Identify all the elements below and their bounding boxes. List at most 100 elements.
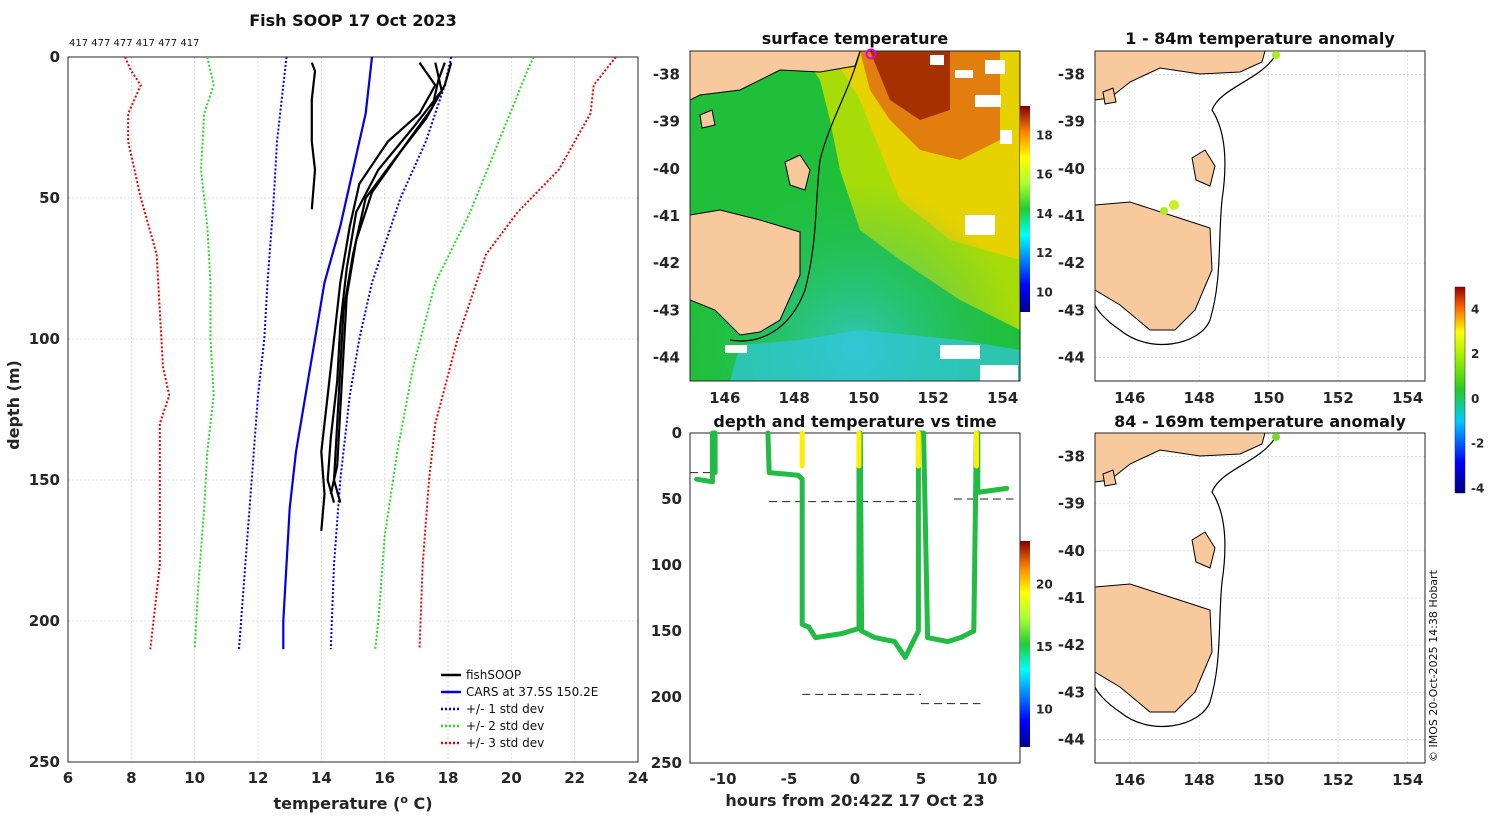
anom1-land-mainland	[1095, 51, 1266, 101]
dt-ytick: 200	[651, 688, 682, 706]
anom1-ytick: -40	[1058, 160, 1085, 178]
dt-xtick: 0	[850, 770, 860, 788]
anom1-ytick: -41	[1058, 207, 1085, 225]
profile-xtick: 20	[501, 769, 522, 787]
sst-xtick: 154	[987, 389, 1018, 407]
anom1-land-flinders	[1191, 149, 1216, 187]
sst-position-marker	[865, 48, 877, 60]
profile-xlabel-tail: C)	[408, 794, 433, 813]
anom2-title: 84 - 169m temperature anomaly	[1114, 412, 1406, 431]
profile-line-fishsoop-cast-2	[326, 62, 443, 503]
anom2-ytick: -40	[1058, 542, 1085, 560]
sst-land-flinders	[784, 154, 811, 191]
profile-y-ticks: 0 50 100 150 200 250	[29, 48, 60, 771]
anom1-title: 1 - 84m temperature anomaly	[1125, 29, 1395, 48]
sst-cb-tick: 16	[1036, 168, 1053, 182]
anom2-land-king-island	[1102, 469, 1117, 487]
anom2-map	[1095, 433, 1276, 727]
depthtime-reference-lines	[690, 472, 1014, 705]
profile-title: Fish SOOP 17 Oct 2023	[249, 11, 457, 30]
profile-ylabel: depth (m)	[4, 360, 23, 450]
profile-xtick: 10	[184, 769, 205, 787]
profile-xtick: 6	[63, 769, 73, 787]
legend-label-sd1: +/- 1 std dev	[466, 702, 544, 716]
anom2-y-ticks: -38 -39 -40 -41 -42 -43 -44	[1058, 448, 1085, 749]
anom1-ytick: -39	[1058, 113, 1085, 131]
anom2-land-tasmania	[1095, 583, 1213, 713]
dt-cb-tick: 15	[1036, 640, 1053, 654]
cloud-gap	[725, 345, 747, 353]
profile-axes-box	[67, 56, 639, 763]
dt-ytick: 150	[651, 622, 682, 640]
anom1-land-tasmania	[1095, 201, 1213, 331]
anom2-shelf-contour	[1095, 437, 1276, 727]
cloud-gap	[955, 70, 973, 78]
profile-xtick: 24	[628, 769, 649, 787]
cloud-gap	[940, 345, 980, 359]
anom1-land-king-island	[1102, 87, 1117, 105]
anom1-ytick: -38	[1058, 66, 1085, 84]
depthtime-title: depth and temperature vs time	[713, 412, 996, 431]
legend-label-sd3: +/- 3 std dev	[466, 736, 544, 750]
cloud-gap	[1000, 130, 1012, 144]
anom1-xtick: 148	[1184, 389, 1215, 407]
anomaly-colorbar	[1454, 286, 1466, 494]
sst-cb-tick: 18	[1036, 128, 1053, 142]
profile-x-ticks: 6 8 10 12 14 16 18 20 22 24	[63, 769, 649, 787]
sst-ytick: -39	[653, 113, 680, 131]
profile-line-2-std-dev	[374, 56, 535, 650]
dt-xtick: 5	[916, 770, 926, 788]
profile-grid	[68, 57, 638, 762]
profile-ytick: 250	[29, 753, 60, 771]
sst-land-king-island	[699, 109, 716, 129]
depthtime-y-ticks: 0 50 100 150 200 250	[651, 424, 682, 772]
copyright-text: © IMOS 20-Oct-2025 14:38 Hobart	[1427, 569, 1440, 762]
sst-x-ticks: 146 148 150 152 154	[709, 389, 1018, 407]
profile-xtick: 12	[248, 769, 269, 787]
dt-cb-tick: 20	[1036, 578, 1053, 592]
cloud-gap	[985, 60, 1005, 74]
cloud-gap	[930, 55, 944, 65]
profile-xlabel-sup: o	[400, 793, 408, 806]
sst-ytick: -43	[653, 301, 680, 319]
profile-legend: fishSOOP CARS at 37.5S 150.2E +/- 1 std …	[441, 668, 598, 750]
profile-line-fishsoop-cast-4	[329, 62, 446, 495]
anom2-ytick: -41	[1058, 589, 1085, 607]
anom2-xtick: 146	[1114, 771, 1145, 789]
depthtime-track-line	[694, 430, 718, 485]
anom1-ytick: -42	[1058, 254, 1085, 272]
sst-cb-tick: 12	[1036, 246, 1053, 260]
anom1-xtick: 150	[1253, 389, 1284, 407]
profile-xtick: 8	[126, 769, 136, 787]
anom1-panel: 1 - 84m temperature anomaly -38 -39 -40 …	[1058, 29, 1426, 407]
sst-xtick: 148	[779, 389, 810, 407]
depthtime-colorbar	[1020, 541, 1030, 747]
anom1-shelf-contour	[1095, 55, 1276, 345]
legend-label-sd2: +/- 2 std dev	[466, 719, 544, 733]
anom2-axes-box	[1094, 432, 1426, 764]
dt-ytick: 250	[651, 754, 682, 772]
profile-line-1-std-dev	[329, 56, 453, 650]
anom2-xtick: 150	[1253, 771, 1284, 789]
sst-cb-tick: 14	[1036, 207, 1053, 221]
legend-label-cars: CARS at 37.5S 150.2E	[466, 685, 598, 699]
sst-southern-cool	[730, 330, 1020, 381]
cloud-gap	[975, 95, 1001, 107]
sst-title: surface temperature	[762, 29, 949, 48]
profile-xlabel: temperature (o C)	[273, 793, 432, 813]
depthtime-panel: depth and temperature vs time 20 15 10 0…	[651, 412, 1053, 810]
anom2-panel: 84 - 169m temperature anomaly -38 -39 -4…	[1058, 412, 1426, 789]
profile-line-fishsoop-cast-3	[332, 62, 453, 503]
anom1-point	[1272, 51, 1280, 59]
profile-xlabel-main: temperature (	[273, 794, 400, 813]
profile-ytick: 0	[50, 48, 60, 66]
sst-y-ticks: -38 -39 -40 -41 -42 -43 -44	[653, 66, 680, 367]
profile-xtick: 18	[438, 769, 459, 787]
anom2-ytick: -42	[1058, 636, 1085, 654]
anom1-y-ticks: -38 -39 -40 -41 -42 -43 -44	[1058, 66, 1085, 367]
anomaly-cb-tick: 0	[1471, 392, 1479, 406]
profile-line-1-std-dev	[238, 56, 288, 650]
sst-colorbar	[1020, 106, 1030, 312]
profile-ytick: 200	[29, 612, 60, 630]
profile-series	[124, 56, 617, 650]
